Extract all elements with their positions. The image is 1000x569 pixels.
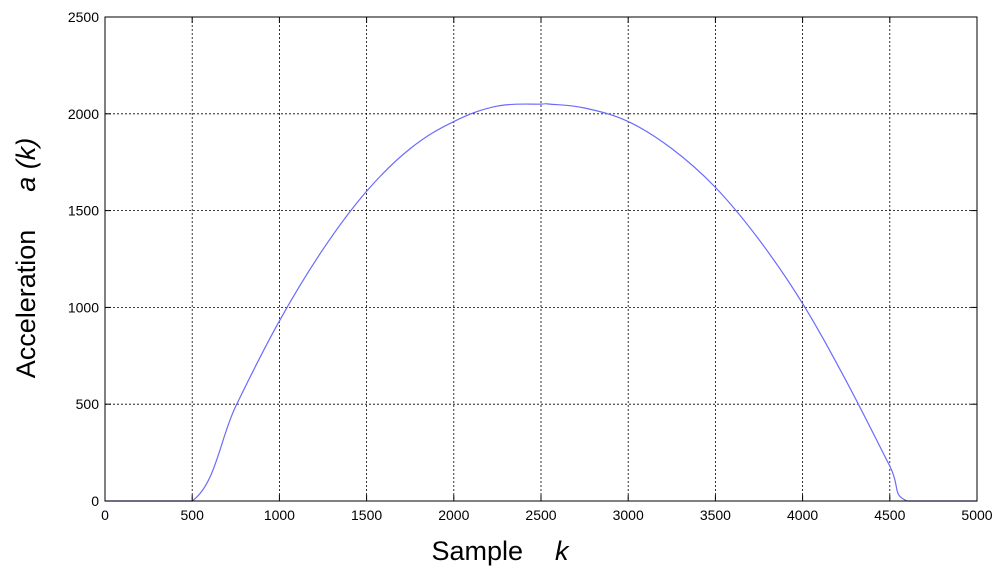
y-tick-label: 2000 (68, 106, 99, 122)
x-tick-label: 5000 (961, 507, 992, 523)
x-axis-label: Sample (431, 536, 523, 566)
tick-marks (104, 16, 978, 502)
grid (105, 17, 977, 501)
series-layer (105, 103, 977, 502)
acceleration-series-line (105, 103, 977, 502)
x-tick-label: 2500 (525, 507, 556, 523)
x-tick-label: 3000 (613, 507, 644, 523)
tick-labels: 0 500 1000 1500 2000 2500 3000 3500 4000 4500 5000… (68, 9, 993, 523)
x-tick-label: 2000 (438, 507, 469, 523)
x-tick-label: 500 (181, 507, 205, 523)
y-axis-title: Acceleration a (k) (11, 138, 41, 379)
y-tick-label: 1500 (68, 203, 99, 219)
x-axis-title: Sample k (431, 536, 570, 566)
x-tick-label: 0 (101, 507, 109, 523)
x-tick-label: 4500 (874, 507, 905, 523)
y-axis-variable: a (k) (11, 138, 41, 192)
x-axis-variable: k (555, 536, 570, 566)
y-tick-label: 2500 (68, 9, 99, 25)
x-tick-label: 1000 (264, 507, 295, 523)
y-tick-label: 0 (91, 493, 99, 509)
y-axis-label: Acceleration (11, 230, 41, 379)
x-tick-label: 3500 (700, 507, 731, 523)
y-tick-label: 1000 (68, 299, 99, 315)
x-tick-label: 1500 (351, 507, 382, 523)
y-tick-label: 500 (76, 396, 100, 412)
x-tick-label: 4000 (787, 507, 818, 523)
